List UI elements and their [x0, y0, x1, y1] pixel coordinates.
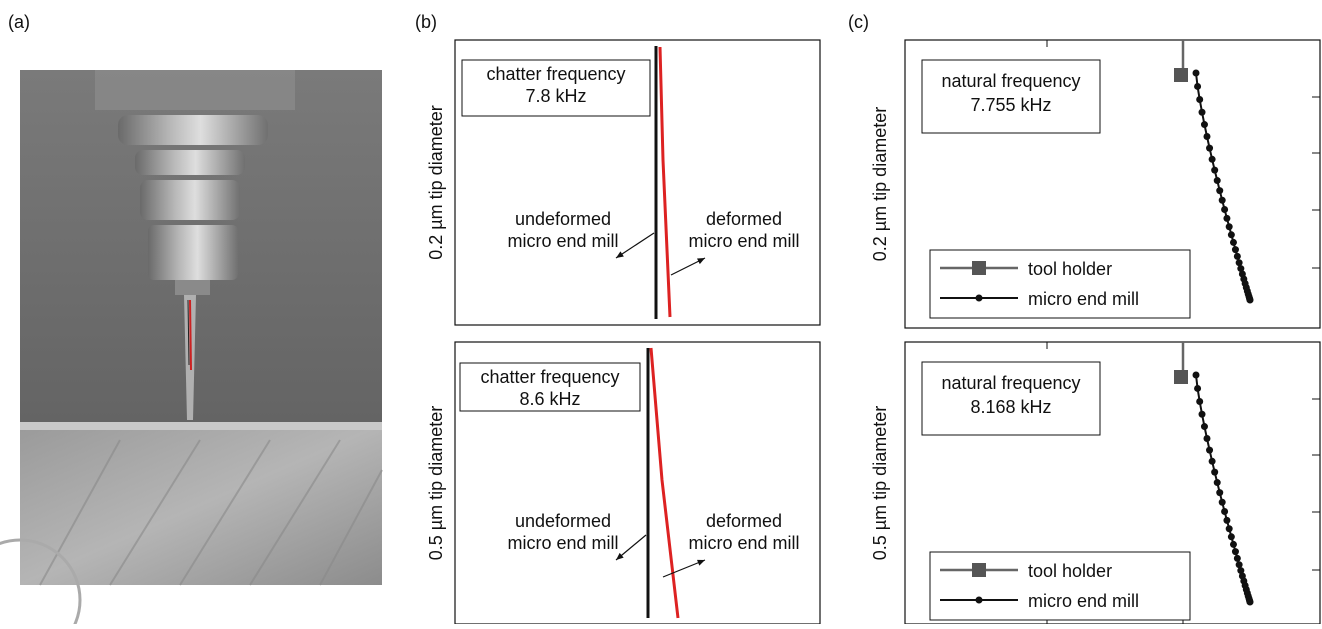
mode-point: [1228, 231, 1235, 238]
mode-point: [1230, 239, 1237, 246]
mode-point: [1209, 458, 1216, 465]
legend-text: micro end mill: [1028, 289, 1139, 309]
legend-swatch: [972, 563, 986, 577]
mode-point: [1219, 197, 1226, 204]
mode-point: [1214, 479, 1221, 486]
annotation: undeformed: [515, 209, 611, 229]
mode-point: [1216, 489, 1223, 496]
y-axis-label: 0.5 µm tip diameter: [870, 406, 890, 560]
box-text: chatter frequency: [480, 367, 619, 387]
mode-point: [1219, 499, 1226, 506]
mode-point: [1234, 555, 1241, 562]
panel-label: (b): [415, 12, 437, 32]
mode-point: [1206, 447, 1213, 454]
mode-point: [1211, 469, 1218, 476]
annotation: deformed: [706, 511, 782, 531]
mode-point: [1211, 167, 1218, 174]
y-axis-label: 0.5 µm tip diameter: [426, 406, 446, 560]
mode-point: [1193, 372, 1200, 379]
y-axis-label: 0.2 µm tip diameter: [870, 107, 890, 261]
annotation: micro end mill: [507, 231, 618, 251]
panel-label: (a): [8, 12, 30, 32]
mode-point: [1201, 121, 1208, 128]
photo: [0, 70, 382, 624]
box-text: chatter frequency: [486, 64, 625, 84]
mode-point: [1206, 145, 1213, 152]
annotation: micro end mill: [507, 533, 618, 553]
annotation: micro end mill: [688, 533, 799, 553]
box-text: 7.8 kHz: [525, 86, 586, 106]
panel-label: (c): [848, 12, 869, 32]
box-text: natural frequency: [941, 71, 1080, 91]
mode-point: [1247, 297, 1254, 304]
mode-point: [1203, 435, 1210, 442]
y-axis-label: 0.2 µm tip diameter: [426, 105, 446, 259]
arrow-head: [616, 251, 624, 258]
mode-point: [1221, 206, 1228, 213]
legend-text: tool holder: [1028, 259, 1112, 279]
mode-point: [1196, 398, 1203, 405]
tool-holder-marker: [1174, 68, 1188, 82]
mode-point: [1232, 548, 1239, 555]
mode-point: [1199, 411, 1206, 418]
mode-point: [1230, 541, 1237, 548]
box-text: natural frequency: [941, 373, 1080, 393]
mode-point: [1203, 133, 1210, 140]
tool-holder-marker: [1174, 370, 1188, 384]
mode-point: [1216, 187, 1223, 194]
figure: (a) (b) (c) 0.2 µm tip diameter chatter f…: [0, 0, 1322, 624]
arrow-head: [697, 560, 705, 566]
mode-point: [1194, 385, 1201, 392]
mode-point: [1228, 533, 1235, 540]
mode-point: [1193, 70, 1200, 77]
legend-text: micro end mill: [1028, 591, 1139, 611]
deformed-tool: [660, 47, 670, 317]
deformed-tool: [651, 348, 678, 618]
legend-swatch: [976, 295, 983, 302]
box-text: 7.755 kHz: [970, 95, 1051, 115]
mode-point: [1223, 517, 1230, 524]
mode-point: [1201, 423, 1208, 430]
mode-point: [1226, 525, 1233, 532]
annotation: undeformed: [515, 511, 611, 531]
annotation: micro end mill: [688, 231, 799, 251]
mode-point: [1194, 83, 1201, 90]
legend-swatch: [972, 261, 986, 275]
mode-point: [1199, 109, 1206, 116]
legend-text: tool holder: [1028, 561, 1112, 581]
mode-point: [1226, 223, 1233, 230]
mode-point: [1236, 561, 1243, 568]
box-text: 8.6 kHz: [519, 389, 580, 409]
mode-point: [1232, 246, 1239, 253]
mode-point: [1209, 156, 1216, 163]
mode-point: [1223, 215, 1230, 222]
annotation: deformed: [706, 209, 782, 229]
mode-point: [1196, 96, 1203, 103]
mode-point: [1234, 253, 1241, 260]
mode-point: [1214, 177, 1221, 184]
mode-point: [1247, 599, 1254, 606]
legend-swatch: [976, 597, 983, 604]
mode-point: [1236, 259, 1243, 266]
box-text: 8.168 kHz: [970, 397, 1051, 417]
mode-point: [1221, 508, 1228, 515]
